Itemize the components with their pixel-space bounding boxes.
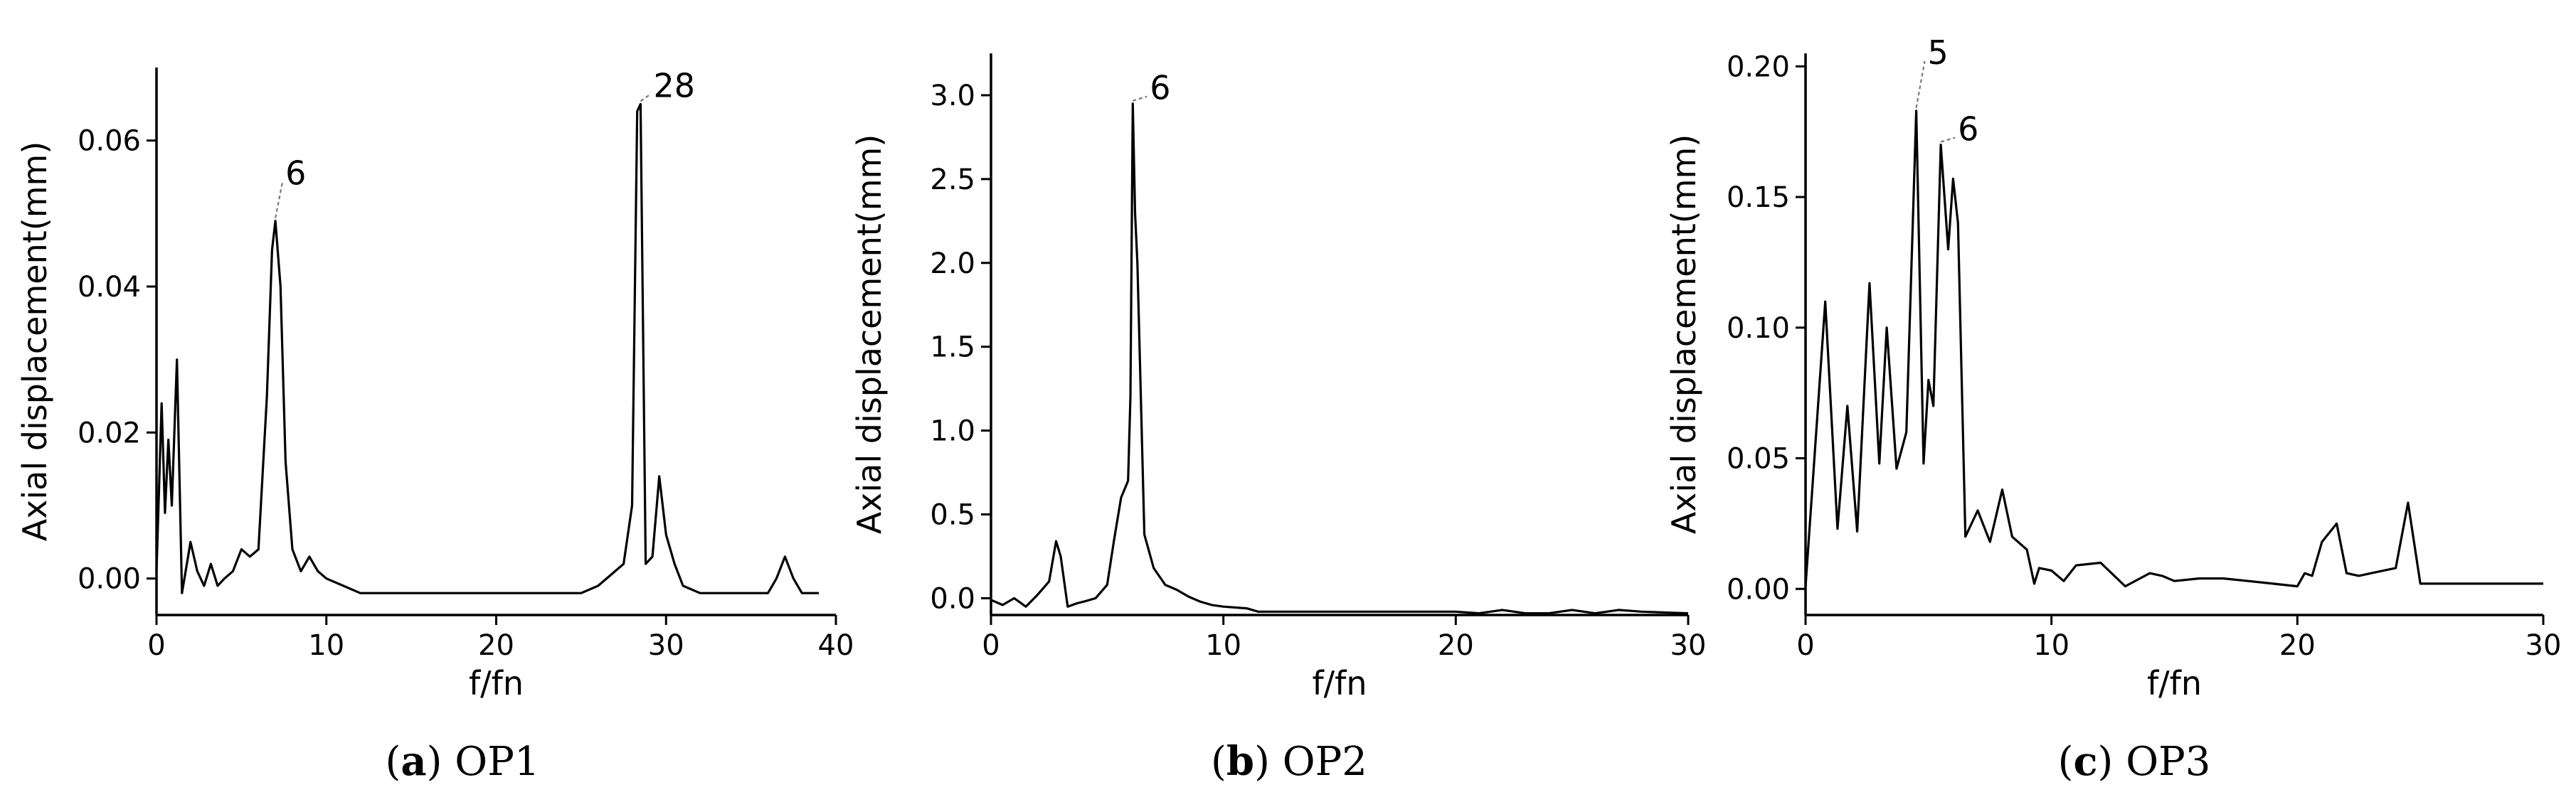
x-tick-label: 20 — [478, 629, 514, 662]
y-tick-label: 1.0 — [930, 415, 975, 448]
x-tick-label: 30 — [648, 629, 684, 662]
x-axis-title: f/fn — [2147, 664, 2202, 702]
x-tick-label: 10 — [1205, 629, 1241, 662]
x-tick-label: 0 — [1796, 629, 1814, 662]
y-axis-title: Axial displacement(mm) — [1665, 134, 1703, 535]
y-tick-label: 0.06 — [78, 125, 141, 158]
x-tick-label: 20 — [1438, 629, 1474, 662]
x-tick-label: 20 — [2279, 629, 2316, 662]
x-tick-label: 0 — [147, 629, 165, 662]
panel-caption: (c) OP3 — [2058, 738, 2211, 785]
peak-label: 28 — [653, 66, 695, 105]
panel-caption: (a) OP1 — [385, 738, 539, 785]
y-tick-label: 1.5 — [930, 331, 975, 364]
peak-label: 6 — [285, 154, 306, 193]
y-tick-label: 0.04 — [78, 271, 141, 304]
y-tick-label: 0.02 — [78, 417, 141, 449]
peak-leader-line — [1940, 137, 1956, 143]
x-tick-label: 0 — [982, 629, 1000, 662]
y-tick-label: 2.5 — [930, 164, 975, 196]
x-tick-label: 40 — [818, 629, 854, 662]
y-axis-title: Axial displacement(mm) — [850, 134, 889, 535]
x-axis-title: f/fn — [1312, 664, 1367, 702]
peak-label: 5 — [1928, 33, 1949, 72]
chart-panel-op1: 0 10 20 30 40 0.00 0.02 0.04 0.06 f/fn Axial displ… — [16, 66, 854, 785]
series-line — [155, 102, 820, 594]
peak-leader-line — [640, 93, 652, 102]
peak-label: 6 — [1150, 69, 1170, 107]
y-tick-label: 0.20 — [1727, 50, 1790, 83]
y-tick-label: 0.05 — [1727, 443, 1790, 476]
y-tick-label: 0.10 — [1727, 312, 1790, 345]
y-tick-label: 3.0 — [930, 80, 975, 112]
y-tick-label: 0.0 — [930, 582, 975, 615]
peak-leader-line — [1915, 60, 1926, 109]
x-tick-label: 30 — [2525, 629, 2562, 662]
chart-panel-op2: 0 10 20 30 0.0 0.5 1.0 1.5 2.0 2.5 3.0 f/fn Axial di… — [850, 53, 1706, 785]
x-tick-label: 10 — [308, 629, 344, 662]
x-tick-label: 30 — [1670, 629, 1707, 662]
y-tick-label: 0.15 — [1727, 181, 1790, 214]
peak-leader-line — [275, 181, 284, 218]
y-tick-label: 2.0 — [930, 247, 975, 280]
y-tick-label: 0.00 — [1727, 573, 1790, 606]
x-axis-title: f/fn — [469, 664, 524, 702]
panel-caption: (b) OP2 — [1211, 738, 1367, 785]
x-tick-label: 10 — [2033, 629, 2069, 662]
y-tick-label: 0.5 — [930, 499, 975, 532]
peak-leader-line — [1132, 95, 1147, 102]
peak-label: 6 — [1958, 110, 1978, 149]
y-axis-title: Axial displacement(mm) — [16, 141, 54, 542]
series-line — [990, 102, 1689, 615]
chart-panel-op3: 0 10 20 30 0.00 0.05 0.10 0.15 0.20 f/fn Axial dis… — [1665, 33, 2561, 785]
series-line — [1804, 109, 2543, 588]
y-tick-label: 0.00 — [78, 563, 141, 596]
